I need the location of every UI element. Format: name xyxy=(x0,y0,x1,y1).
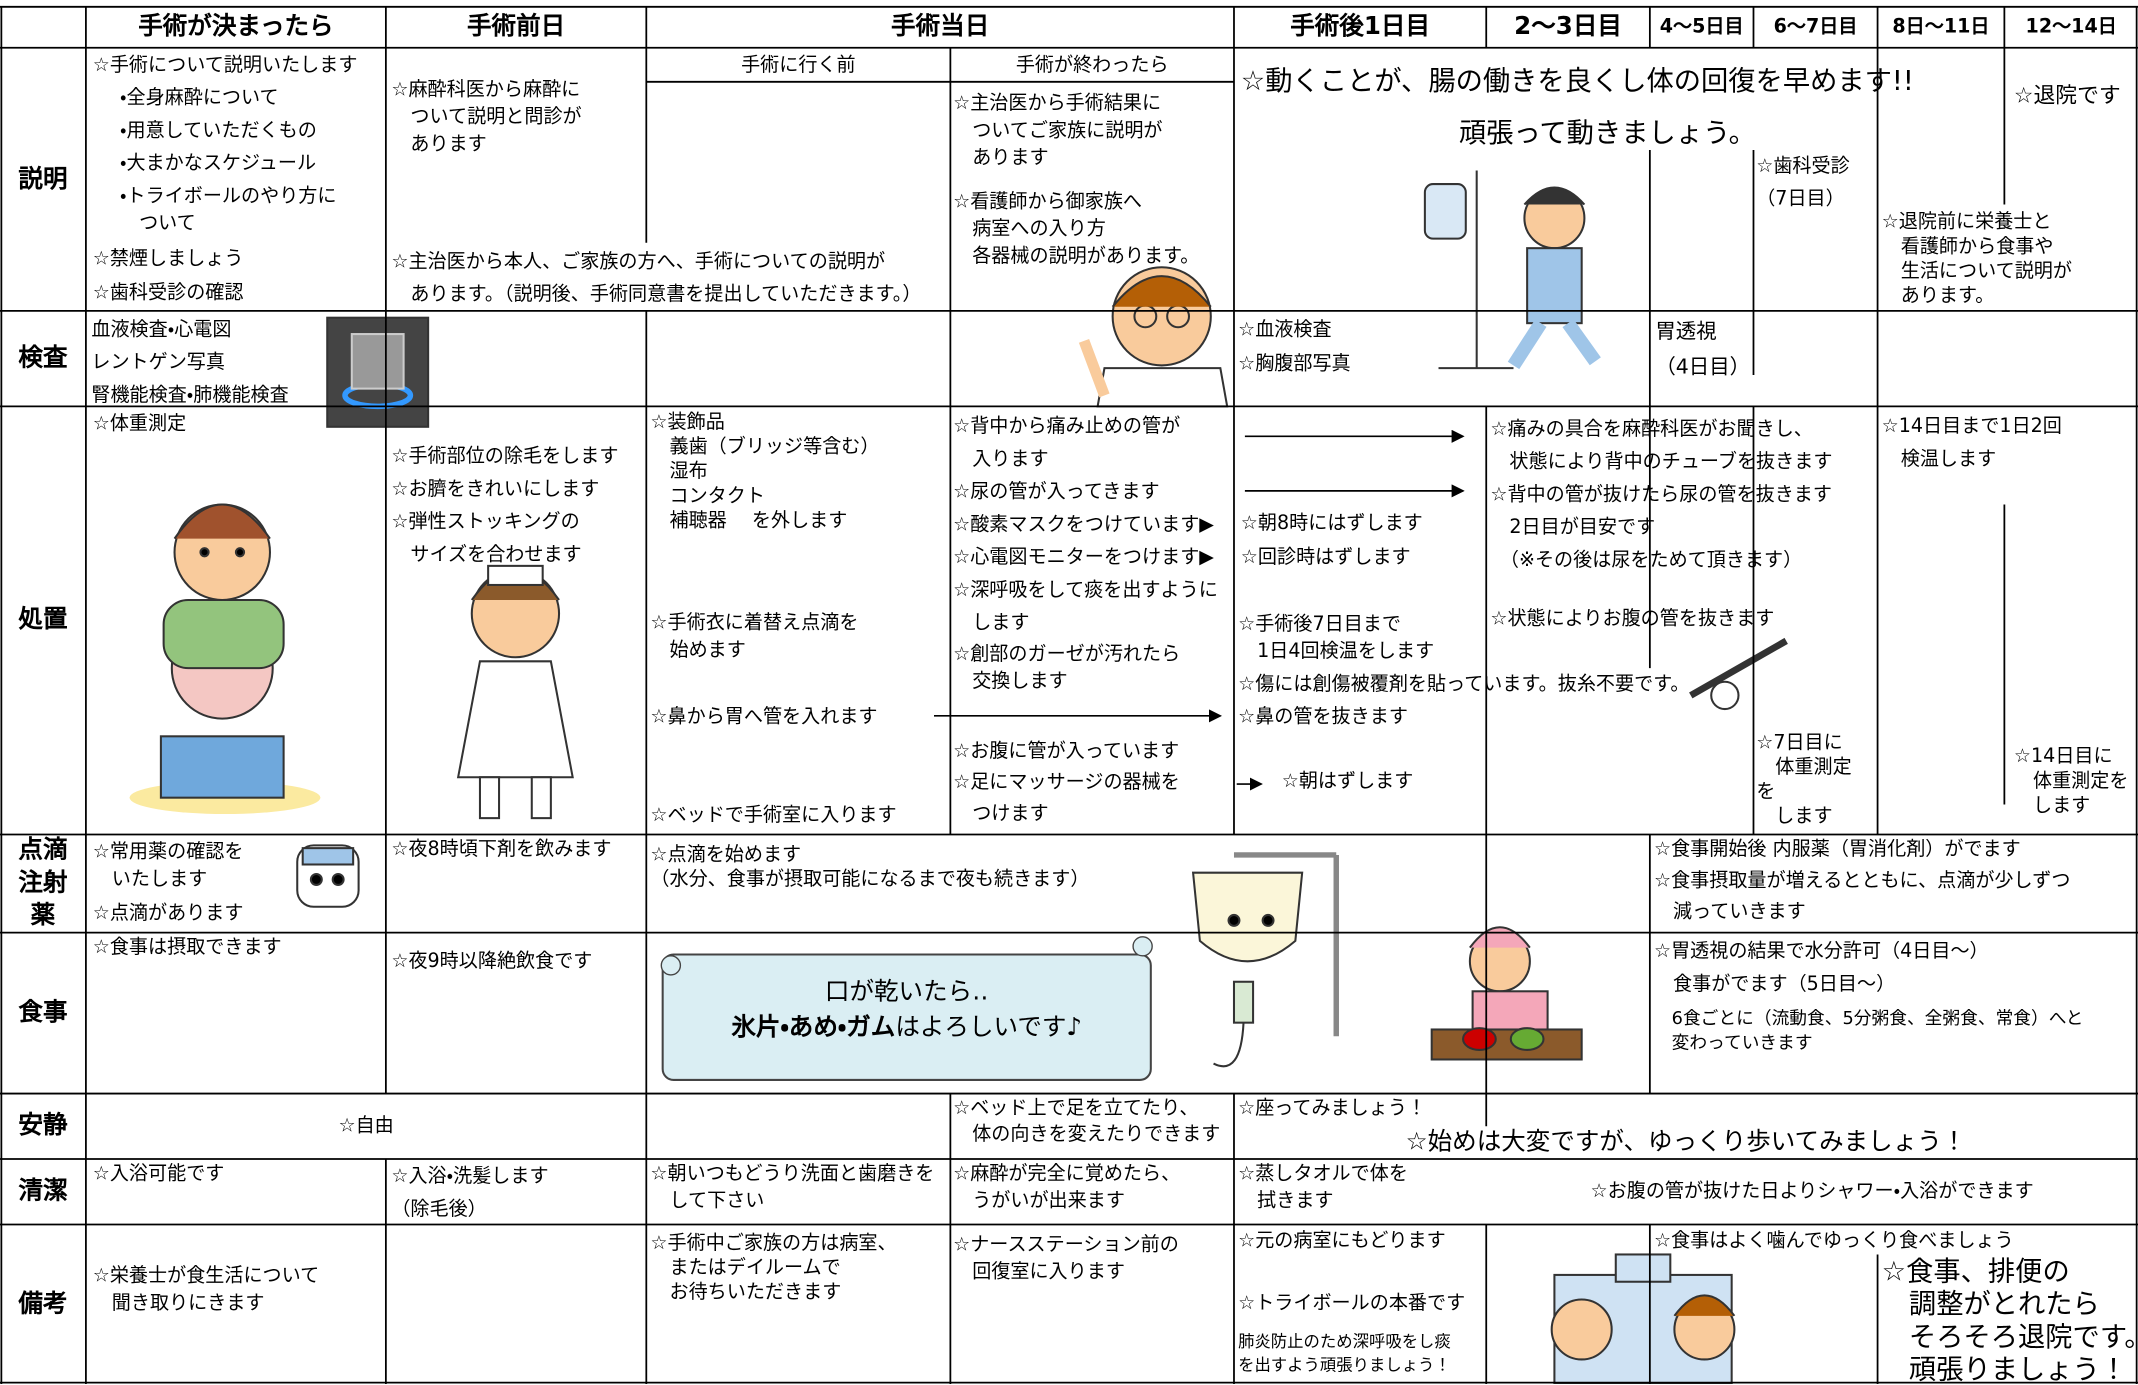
note: ・トライボールのやり方に ついて xyxy=(119,185,337,235)
note: ☆蒸しタオルで体を 拭きます xyxy=(1238,1163,1408,1213)
note: ☆食事はよく噛んでゆっくり食べましょう xyxy=(1653,1229,2014,1252)
note: ☆7日目に 体重測定 を します xyxy=(1756,732,1852,828)
note: ☆血液検査 ☆胸腹部写真 xyxy=(1238,319,1351,375)
banner-text: 口が乾いたら‥ xyxy=(824,977,989,1007)
note: ☆お腹の管が抜けた日よりシャワー・入浴ができます xyxy=(1590,1180,2034,1203)
note: ☆朝8時にはずします ☆回診時はずします xyxy=(1240,512,1423,569)
row-label: 安静 xyxy=(18,1111,68,1140)
column-header: 手術当日 xyxy=(891,12,990,41)
note: ・用意していただくもの xyxy=(119,119,317,142)
banner-text: はよろしいです♪ xyxy=(895,1013,1083,1042)
note: ☆座ってみましょう！ xyxy=(1238,1097,1427,1120)
note: ☆食事、排便の 調整がとれたら そろそろ退院です。 頑張りましょう！ xyxy=(1881,1254,2138,1385)
column-header: 8日～11日 xyxy=(1892,16,1990,39)
note: ☆夜9時以降絶飲食です xyxy=(391,950,593,973)
note: ☆ベッドで手術室に入ります xyxy=(650,804,897,827)
note: ☆元の病室にもどります xyxy=(1238,1229,1446,1252)
note: ☆体重測定 xyxy=(92,413,187,435)
column-header: 6～7日目 xyxy=(1773,16,1858,39)
note: ☆歯科受診の確認 xyxy=(92,282,244,305)
note: ☆手術部位の除毛をします ☆お臍をきれいにします ☆弾性ストッキングの サイズを… xyxy=(391,445,619,566)
note: ☆入浴可能です xyxy=(92,1163,225,1185)
column-header: 手術が決まったら xyxy=(138,12,334,41)
note: ☆背中から痛み止めの管が 入ります ☆尿の管が入ってきます ☆酸素マスクをつけて… xyxy=(953,415,1218,635)
note: ☆痛みの具合を麻酔科医がお聞きし、 状態により背中のチューブを抜きます ☆背中の… xyxy=(1490,418,1833,572)
note: ☆朝いつもどうり洗面と歯磨きを して下さい xyxy=(650,1163,935,1213)
row-label: 食事 xyxy=(18,998,68,1027)
note: ☆常用薬の確認を いたします xyxy=(92,841,244,891)
note: ☆朝はずします xyxy=(1281,770,1414,793)
note: ☆夜8時頃下剤を飲みます xyxy=(391,838,612,861)
row-label: 備考 xyxy=(18,1289,68,1318)
note: ☆主治医から本人、ご家族の方へ、手術についての説明が あります。（説明後、手術同… xyxy=(391,250,922,306)
row-label: 検査 xyxy=(18,343,68,373)
note: 頑張って動きましょう。 xyxy=(1458,115,1756,149)
column-header: 12～14日 xyxy=(2025,16,2117,39)
note: ☆ベッド上で足を立てたり、 体の向きを変えたりできます xyxy=(953,1097,1221,1146)
note: ☆麻酔科医から麻酔に ついて説明と問診が あります xyxy=(391,79,582,156)
note: ☆入浴・洗髪します （除毛後） xyxy=(391,1165,549,1221)
note: 血液検査・心電図 レントゲン写真 腎機能検査・肺機能検査 xyxy=(91,319,289,407)
note: ☆点滴があります xyxy=(92,902,244,925)
row-label: 点滴 注射 薬 xyxy=(18,835,68,930)
note: ☆鼻から胃へ管を入れます xyxy=(650,706,878,729)
illustrations xyxy=(129,170,1788,1385)
note: ☆手術後7日目まで 1日4回検温をします xyxy=(1238,613,1435,663)
note: ☆ナースステーション前の 回復室に入ります xyxy=(953,1234,1179,1284)
note: ☆栄養士が食生活について 聞き取りにきます xyxy=(92,1265,320,1315)
note: ・大まかなスケジュール xyxy=(119,152,317,175)
note: ☆禁煙しましょう xyxy=(92,248,244,270)
note: ☆動くことが、腸の働きを良くし体の回復を早めます!! xyxy=(1240,64,1914,97)
note: ☆看護師から御家族へ 病室への入り方 各器械の説明があります。 xyxy=(953,190,1200,268)
note: ☆装飾品 義歯（ブリッジ等含む） 湿布 コンタクト 補聴器 を外します xyxy=(650,411,880,532)
note: 胃透視 （4日目） xyxy=(1655,319,1751,380)
note: ☆麻酔が完全に覚めたら、 うがいが出来ます xyxy=(953,1163,1181,1213)
note: ☆歯科受診 （7日目） xyxy=(1756,155,1850,210)
banner-line: 氷片・あめ・ガムはよろしいです♪ xyxy=(663,1012,1151,1045)
note: ☆食事開始後 内服薬（胃消化剤）がでます ☆食事摂取量が増えるとともに、点滴が少… xyxy=(1653,838,2071,924)
note: ☆お腹に管が入っています ☆足にマッサージの器械を つけます xyxy=(953,740,1180,825)
note: 6食ごとに（流動食、5分粥食、全粥食、常食）へと 変わっていきます xyxy=(1671,1009,2084,1055)
note: ☆状態によりお腹の管を抜きます xyxy=(1490,608,1775,630)
column-header: 手術前日 xyxy=(467,12,566,41)
note: 肺炎防止のため深呼吸をし痰 を出すよう頑張りましょう！ xyxy=(1238,1332,1451,1375)
note: ☆創部のガーゼが汚れたら 交換します xyxy=(953,643,1181,693)
note: ☆14日目に 体重測定を します xyxy=(2013,745,2129,817)
note: ☆手術について説明いたします xyxy=(92,54,358,77)
note: ☆傷には創傷被覆剤を貼っています。抜糸不要です。 xyxy=(1238,673,1690,696)
row-label: 清潔 xyxy=(18,1176,68,1206)
note: ☆トライボールの本番です xyxy=(1238,1292,1466,1315)
note: ☆主治医から手術結果に ついてご家族に説明が あります xyxy=(953,92,1163,170)
note: ・全身麻酔について xyxy=(119,87,279,110)
note: ☆14日目まで1日2回 検温します xyxy=(1881,415,2062,471)
note: ☆始めは大変ですが、ゆっくり歩いてみましょう！ xyxy=(1405,1127,1967,1157)
banner-text: 氷片・あめ・ガム xyxy=(731,1013,896,1042)
scroll-banner xyxy=(660,936,1153,1081)
note: ☆退院です xyxy=(2013,81,2121,108)
note: ☆点滴を始めます （水分、食事が摂取可能になるまで夜も続きます） xyxy=(650,844,1090,891)
column-header: 手術後1日目 xyxy=(1290,12,1431,41)
row-label: 処置 xyxy=(18,605,68,635)
note: ☆胃透視の結果で水分許可（4日目～） 食事がでます（5日目～） xyxy=(1653,940,1989,996)
sub-header: 手術に行く前 xyxy=(741,54,856,77)
note: ☆退院前に栄養士と 看護師から食事や 生活について説明が あります。 xyxy=(1881,211,2072,307)
note: ☆手術中ご家族の方は病室、 またはデイルームで お待ちいただきます xyxy=(650,1232,897,1304)
row-label: 説明 xyxy=(18,164,68,193)
note: ☆自由 xyxy=(338,1115,394,1138)
note: ☆鼻の管を抜きます xyxy=(1238,706,1408,729)
column-header: 4～5日目 xyxy=(1659,16,1744,39)
column-header: 2～3日目 xyxy=(1514,12,1622,41)
note: ☆食事は摂取できます xyxy=(92,936,282,959)
sub-header: 手術が終わったら xyxy=(1015,54,1169,77)
note: ☆手術衣に着替え点滴を 始めます xyxy=(650,612,859,662)
